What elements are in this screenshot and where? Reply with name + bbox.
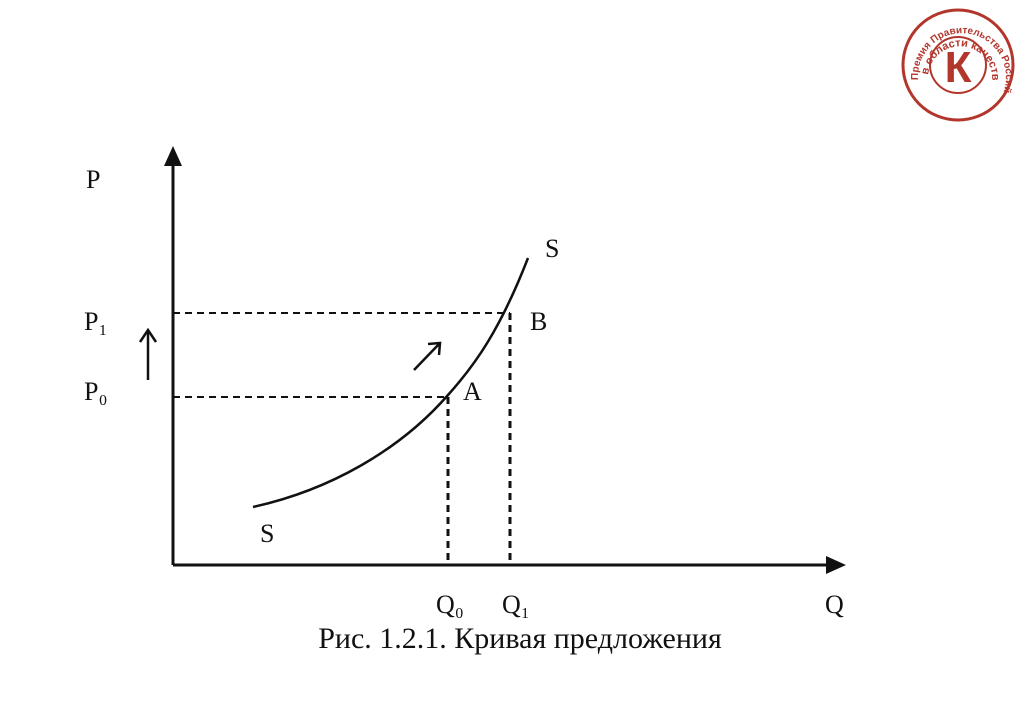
caption: Рис. 1.2.1. Кривая предложения [318,622,722,655]
shift-arrow [413,342,441,371]
arrows [138,327,442,380]
p0-label: P₀ [84,377,108,406]
logo-letter: К [945,43,972,92]
curve-label-bottom: S [260,519,274,548]
guides [173,312,512,565]
supply-curve [252,257,530,509]
logo-ring [901,8,1015,122]
point-b-label: B [530,307,547,336]
y-axis-label: P [86,165,100,194]
shift-arrow-head [427,341,442,356]
p1-label: P₁ [84,307,108,336]
axes [171,160,832,567]
x-arrowhead [826,556,846,574]
logo-inner-ring [929,36,987,94]
q1-label: Q₁ [502,590,530,619]
price-up-arrow-head [138,327,158,343]
y-arrowhead [164,146,182,166]
x-axis-label: Q [825,590,844,619]
q0-label: Q₀ [436,590,464,619]
curve-label-top: S [545,234,559,263]
point-a-label: A [463,377,482,406]
